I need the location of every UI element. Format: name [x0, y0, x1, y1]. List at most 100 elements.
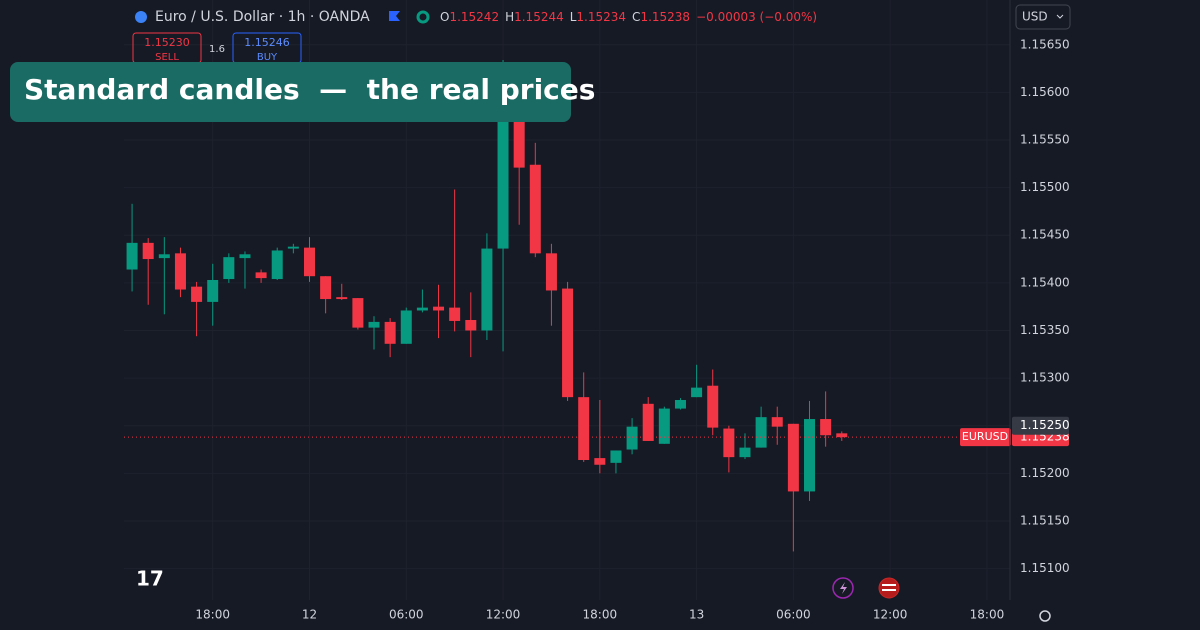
- buy-price: 1.15246: [244, 36, 290, 49]
- x-tick-label: 18:00: [583, 608, 618, 622]
- candle-body: [594, 458, 606, 465]
- currency: USD: [1022, 10, 1048, 24]
- candle-body: [481, 248, 493, 331]
- candle-body: [352, 298, 364, 328]
- candle-body: [820, 419, 832, 436]
- y-tick-label: 1.15400: [1020, 275, 1070, 289]
- ohlc-key: C: [632, 10, 640, 24]
- ohlc-value: 1.15242: [449, 10, 499, 24]
- candle-body: [755, 417, 767, 448]
- ohlc: O1.15242 H1.15244 L1.15234 C1.15238 −0.00003…: [440, 10, 817, 24]
- candle-body: [287, 246, 299, 249]
- candle-body: [562, 288, 574, 398]
- ohlc-key: L: [570, 10, 577, 24]
- ohlc-value: 1.15244: [514, 10, 564, 24]
- candle-body: [126, 242, 138, 270]
- banner-text: Standard candles — the real prices: [24, 73, 595, 106]
- candle-body: [658, 408, 670, 444]
- ohlc-change: −0.00003 (−0.00%): [696, 10, 817, 24]
- candle-body: [497, 118, 509, 249]
- candle-body: [142, 242, 154, 260]
- y-tick-label: 1.15600: [1020, 85, 1070, 99]
- x-tick-label: 18:00: [195, 608, 230, 622]
- candle-body: [255, 272, 267, 279]
- candle-body: [158, 254, 170, 259]
- candle-body: [674, 400, 686, 409]
- buy-label: BUY: [257, 52, 278, 63]
- candle-body: [626, 426, 638, 450]
- banner: [10, 62, 571, 122]
- flag-icon: [389, 11, 400, 21]
- x-tick-label: 06:00: [389, 608, 424, 622]
- flag-stripe: [882, 584, 896, 586]
- symbol-tag-text: EURUSD: [962, 430, 1008, 443]
- candle-body: [787, 423, 799, 492]
- y-tick-label: 1.15650: [1020, 37, 1070, 51]
- y-tick-label: 1.15100: [1020, 561, 1070, 575]
- news-icon[interactable]: [878, 577, 900, 599]
- y-tick-label: 1.15550: [1020, 133, 1070, 147]
- flag-stripe: [882, 589, 896, 591]
- lightning: [840, 582, 847, 594]
- candle-body: [707, 385, 719, 428]
- candle-body: [239, 254, 251, 259]
- candle-body: [578, 397, 590, 460]
- x-tick-label: 12:00: [486, 608, 521, 622]
- candle-body: [303, 247, 315, 277]
- candle-body: [771, 417, 783, 427]
- ohlc-value: 1.15234: [576, 10, 626, 24]
- candle-body: [320, 276, 332, 300]
- candle-body: [739, 447, 751, 458]
- candle-body: [191, 286, 203, 302]
- candle-body: [336, 297, 348, 300]
- ohlc-key: H: [505, 10, 514, 24]
- sell-price: 1.15230: [144, 36, 190, 49]
- candles: [126, 60, 848, 552]
- candle-body: [400, 310, 412, 344]
- symbol-title: Euro / U.S. Dollar · 1h · OANDA: [155, 9, 370, 25]
- ohlc-value: 1.15238: [640, 10, 690, 24]
- settings-icon[interactable]: [1039, 610, 1051, 622]
- candle-body: [416, 307, 428, 311]
- candle-body: [174, 253, 186, 290]
- x-tick-label: 12:00: [873, 608, 908, 622]
- y-tick-label: 1.15150: [1020, 513, 1070, 527]
- hover-tag: [1012, 416, 1069, 435]
- candle-body: [384, 321, 396, 344]
- candle-body: [610, 450, 622, 463]
- overlay: 1.15100 1.15150 1.15200 1.15250 1.15300 1.153…: [124, 37, 1070, 622]
- hover-tag-text: 1.15250: [1020, 418, 1070, 432]
- candle-body: [529, 164, 541, 254]
- x-tick-label: 12: [302, 608, 317, 622]
- candle-body: [465, 320, 477, 331]
- x-tick-label: 06:00: [776, 608, 811, 622]
- candle-body: [271, 250, 283, 280]
- candle-body: [223, 257, 235, 280]
- y-tick-label: 1.15450: [1020, 228, 1070, 242]
- status-dot: [416, 10, 430, 24]
- candle-body: [368, 321, 380, 328]
- tv-logo: 𝟭𝟳: [136, 567, 164, 591]
- currency-select[interactable]: [1015, 4, 1071, 30]
- symbol-tag: [960, 428, 1011, 447]
- candle-body: [207, 280, 219, 302]
- y-tick-label: 1.15500: [1020, 180, 1070, 194]
- y-tick-label: 1.15300: [1020, 371, 1070, 385]
- x-tick-label: 18:00: [970, 608, 1005, 622]
- candle-body: [513, 120, 525, 168]
- y-tick-label: 1.15200: [1020, 466, 1070, 480]
- ohlc-key: O: [440, 10, 449, 24]
- y-tick-label: 1.15350: [1020, 323, 1070, 337]
- candle-body: [433, 306, 445, 311]
- events-icon[interactable]: [832, 577, 854, 599]
- x-tick-label: 13: [689, 608, 704, 622]
- candle-body: [804, 419, 816, 492]
- candle-body: [449, 307, 461, 321]
- candle-body: [642, 403, 654, 441]
- spread: 1.6: [209, 44, 225, 55]
- candle-body: [545, 253, 557, 291]
- dropdown-arrow: [1056, 14, 1064, 19]
- sell-label: SELL: [155, 52, 179, 63]
